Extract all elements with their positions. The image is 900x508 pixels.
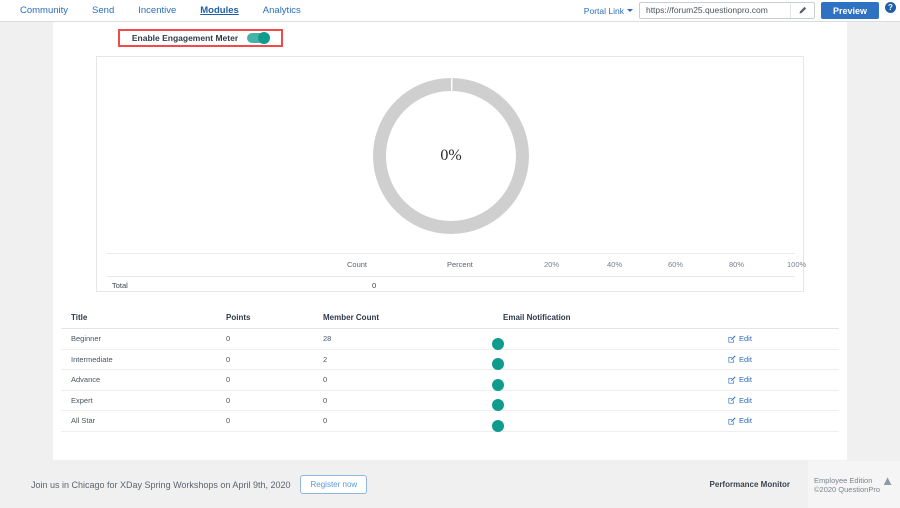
edit-label: Edit bbox=[739, 334, 752, 344]
header-points: Points bbox=[226, 313, 251, 322]
edit-row-button[interactable]: Edit bbox=[728, 375, 752, 384]
cell-actions[interactable]: Edit bbox=[728, 416, 838, 425]
cell-title: Expert bbox=[71, 395, 93, 405]
edit-label: Edit bbox=[739, 375, 752, 385]
axis-tick-80: 80% bbox=[729, 260, 745, 269]
edition-info: Employee Edition ©2020 QuestionPro ▲ bbox=[808, 461, 900, 508]
portal-link-label: Portal Link bbox=[583, 5, 624, 16]
toggle-knob bbox=[492, 358, 504, 371]
table-row[interactable]: Expert 0 0 Edit bbox=[61, 391, 839, 412]
performance-monitor-link[interactable]: Performance Monitor bbox=[709, 480, 790, 489]
cell-members: 0 bbox=[323, 416, 328, 426]
axis-tick-20: 20% bbox=[544, 260, 560, 269]
edition-label: Employee Edition bbox=[814, 475, 873, 485]
column-header-count: Count bbox=[347, 260, 368, 269]
edit-pencil-icon bbox=[728, 335, 736, 343]
promo-text: Join us in Chicago for XDay Spring Works… bbox=[31, 479, 291, 490]
cell-members: 28 bbox=[323, 334, 332, 344]
header-member-count: Member Count bbox=[323, 313, 379, 322]
help-circle-icon[interactable]: ? bbox=[885, 2, 896, 13]
nav-right-controls: Portal Link https://forum25.questionpro.… bbox=[584, 0, 900, 22]
axis-tick-40: 40% bbox=[607, 260, 623, 269]
nav-item-send[interactable]: Send bbox=[92, 4, 115, 16]
chart-total-row: Total 0 bbox=[107, 276, 795, 293]
cell-actions[interactable]: Edit bbox=[728, 355, 838, 364]
total-label: Total bbox=[112, 281, 128, 290]
edit-row-button[interactable]: Edit bbox=[728, 396, 752, 405]
enable-engagement-meter-label: Enable Engagement Meter bbox=[131, 33, 239, 43]
enable-engagement-meter-toggle[interactable] bbox=[247, 32, 271, 44]
nav-item-modules[interactable]: Modules bbox=[200, 4, 239, 16]
cell-points: 0 bbox=[226, 395, 231, 405]
cell-title: Intermediate bbox=[71, 354, 113, 364]
nav-item-analytics[interactable]: Analytics bbox=[262, 4, 301, 16]
cell-actions[interactable]: Edit bbox=[728, 334, 838, 343]
donut-chart: 0% bbox=[97, 63, 805, 249]
edit-row-button[interactable]: Edit bbox=[728, 355, 752, 364]
cell-title: Beginner bbox=[71, 334, 102, 344]
pencil-icon bbox=[799, 6, 807, 14]
cell-members: 0 bbox=[323, 395, 328, 405]
levels-table: Title Points Member Count Email Notifica… bbox=[61, 307, 839, 432]
edit-label: Edit bbox=[739, 395, 752, 405]
donut-center-label: 0% bbox=[440, 147, 462, 164]
cell-members: 0 bbox=[323, 375, 328, 385]
main-content-panel: Enable Engagement Meter 0% Count Percent… bbox=[53, 22, 847, 460]
cell-actions[interactable]: Edit bbox=[728, 396, 838, 405]
preview-button[interactable]: Preview bbox=[820, 2, 879, 19]
engagement-chart-card: 0% Count Percent 20% 40% 60% 80% 100% To… bbox=[96, 56, 806, 293]
nav-items: Community Send Incentive Modules Analyti… bbox=[0, 1, 313, 21]
chart-table-header: Count Percent 20% 40% 60% 80% 100% bbox=[107, 253, 806, 275]
portal-url-field[interactable]: https://forum25.questionpro.com bbox=[638, 2, 815, 19]
edit-pencil-icon bbox=[728, 396, 736, 404]
header-email-notification: Email Notification bbox=[503, 313, 571, 322]
cell-points: 0 bbox=[226, 375, 231, 385]
axis-tick-100: 100% bbox=[787, 260, 807, 269]
total-count: 0 bbox=[372, 281, 377, 290]
edit-label: Edit bbox=[739, 416, 752, 426]
edit-pencil-icon bbox=[728, 355, 736, 363]
right-rail bbox=[847, 22, 900, 461]
edit-pencil-icon bbox=[728, 376, 736, 384]
edit-pencil-icon bbox=[728, 417, 736, 425]
chevron-up-icon[interactable]: ▲ bbox=[881, 473, 894, 488]
enable-engagement-meter-row[interactable]: Enable Engagement Meter bbox=[118, 29, 283, 47]
cell-members: 2 bbox=[323, 354, 328, 364]
top-navigation-bar: Community Send Incentive Modules Analyti… bbox=[0, 0, 900, 22]
edit-row-button[interactable]: Edit bbox=[728, 334, 752, 343]
cell-title: All Star bbox=[71, 416, 96, 426]
header-title: Title bbox=[71, 313, 88, 322]
portal-url-value[interactable]: https://forum25.questionpro.com bbox=[645, 5, 768, 15]
edit-url-button[interactable] bbox=[789, 3, 814, 18]
table-row[interactable]: All Star 0 0 Edit bbox=[61, 411, 839, 432]
toggle-knob bbox=[492, 378, 504, 391]
table-row[interactable]: Beginner 0 28 Edit bbox=[61, 329, 839, 350]
nav-item-community[interactable]: Community bbox=[20, 4, 69, 16]
left-rail bbox=[0, 22, 53, 461]
edit-row-button[interactable]: Edit bbox=[728, 416, 752, 425]
donut-ring: 0% bbox=[373, 78, 529, 234]
toggle-knob bbox=[492, 337, 504, 350]
nav-item-incentive[interactable]: Incentive bbox=[138, 4, 177, 16]
column-header-percent: Percent bbox=[447, 260, 473, 269]
levels-table-header: Title Points Member Count Email Notifica… bbox=[61, 307, 839, 329]
cell-points: 0 bbox=[226, 334, 231, 344]
axis-tick-60: 60% bbox=[668, 260, 684, 269]
cell-points: 0 bbox=[226, 354, 231, 364]
portal-link-dropdown[interactable]: Portal Link bbox=[584, 6, 633, 16]
table-row[interactable]: Advance 0 0 Edit bbox=[61, 370, 839, 391]
register-now-button[interactable]: Register now bbox=[300, 475, 368, 494]
toggle-knob bbox=[258, 32, 271, 44]
copyright-label: ©2020 QuestionPro bbox=[814, 484, 880, 494]
page-footer: Join us in Chicago for XDay Spring Works… bbox=[0, 461, 900, 508]
edit-label: Edit bbox=[739, 354, 752, 364]
cell-actions[interactable]: Edit bbox=[728, 375, 838, 384]
chevron-down-icon bbox=[626, 9, 633, 12]
toggle-knob bbox=[492, 399, 504, 412]
cell-title: Advance bbox=[71, 375, 101, 385]
cell-points: 0 bbox=[226, 416, 231, 426]
table-row[interactable]: Intermediate 0 2 Edit bbox=[61, 350, 839, 371]
toggle-knob bbox=[492, 419, 504, 432]
